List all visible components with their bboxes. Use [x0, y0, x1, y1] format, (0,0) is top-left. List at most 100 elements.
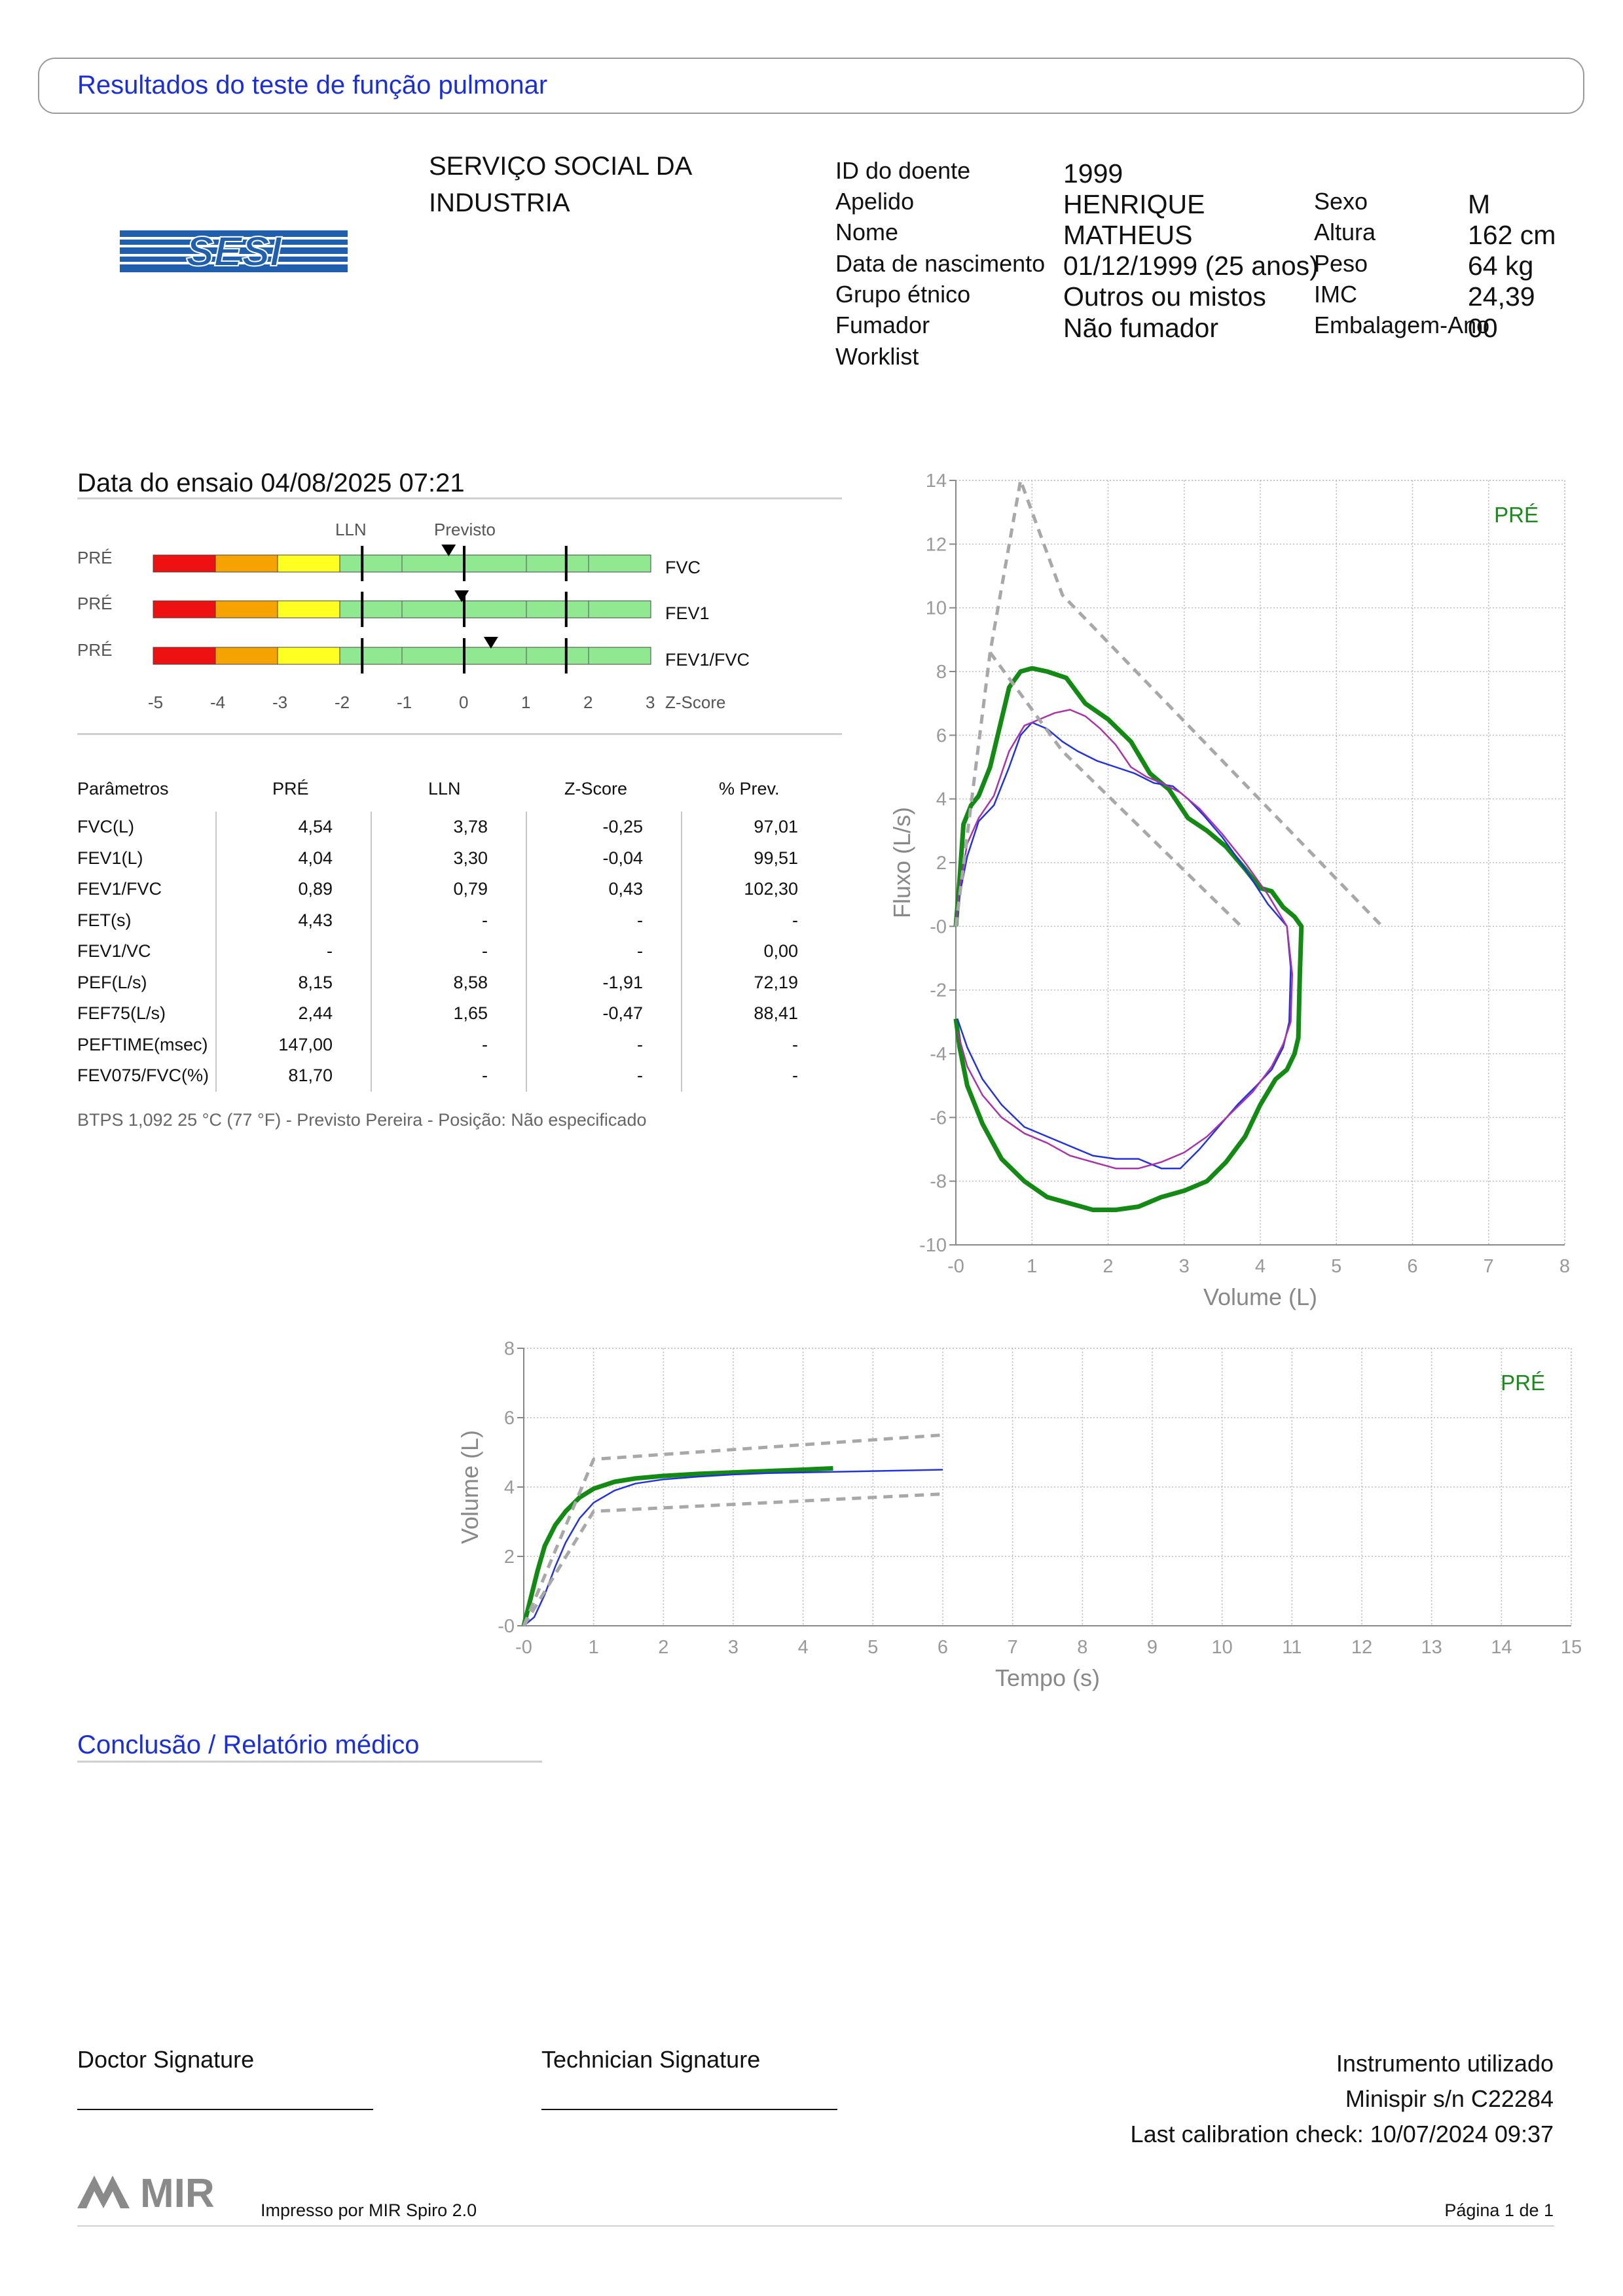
param-value: 1,65: [453, 1003, 488, 1023]
conclusion-text-area[interactable]: [77, 1774, 1583, 2029]
column-divider: [215, 812, 217, 1092]
param-value: 3,30: [453, 848, 488, 868]
zscore-segment: [215, 600, 278, 619]
zscore-tick: 2: [583, 692, 593, 712]
y-tick-label: -8: [930, 1172, 947, 1193]
x-tick-label: 3: [1179, 1256, 1190, 1277]
param-value: -: [482, 910, 488, 930]
label-dob: Data de nascimento: [835, 250, 1046, 277]
value-height: 162 cm: [1468, 220, 1556, 250]
param-value: -: [637, 1066, 643, 1085]
col-header: % Prev.: [719, 779, 780, 798]
instrument-label: Instrumento utilizado: [1336, 2050, 1554, 2077]
label-bmi: IMC: [1314, 281, 1357, 308]
param-value: 88,41: [754, 1003, 798, 1023]
col-header: Parâmetros: [77, 779, 169, 798]
value-surname: HENRIQUE: [1063, 189, 1205, 219]
zscore-segment: [277, 647, 340, 665]
param-value: 99,51: [754, 848, 798, 868]
zscore-marker: [483, 637, 498, 649]
zscore-segment: [277, 554, 340, 573]
param-value: -: [327, 941, 333, 961]
label-name: Nome: [835, 219, 899, 245]
x-tick-label: 2: [658, 1637, 668, 1658]
param-value: 4,43: [298, 910, 333, 930]
x-tick-label: 11: [1282, 1637, 1302, 1658]
zscore-tick: -5: [148, 692, 164, 712]
param-value: -: [792, 1034, 798, 1054]
col-header: PRÉ: [272, 779, 309, 798]
param-value: 81,70: [288, 1066, 333, 1085]
x-tick-label: 6: [1407, 1256, 1417, 1277]
series-line-main: [953, 666, 1304, 1212]
zscore-segment: [215, 647, 278, 665]
y-tick-label: 8: [504, 1338, 515, 1359]
x-tick-label: 6: [938, 1637, 948, 1658]
value-ethnic: Outros ou mistos: [1063, 281, 1266, 312]
x-tick-label: 1: [1027, 1256, 1037, 1277]
phase-label: PRÉ: [77, 594, 113, 613]
label-smoker: Fumador: [835, 312, 930, 338]
label-ethnic: Grupo étnico: [835, 281, 971, 308]
y-tick-label: 8: [936, 662, 947, 683]
value-bmi: 24,39: [1468, 281, 1535, 312]
param-name: FEV075/FVC(%): [77, 1066, 210, 1085]
zscore-tick: -2: [335, 692, 350, 712]
x-tick-label: 7: [1008, 1637, 1018, 1658]
x-tick-label: 13: [1421, 1637, 1442, 1658]
y-tick-label: 2: [936, 853, 947, 874]
phase-label: PRÉ: [77, 640, 113, 660]
zscore-segment: [153, 554, 216, 573]
zscore-tick: 1: [521, 692, 531, 712]
col-header: LLN: [428, 779, 461, 798]
y-tick-label: -0: [930, 916, 947, 937]
report-title: Resultados do teste de função pulmonar: [77, 71, 548, 99]
logo-text: SESI: [186, 230, 282, 272]
param-value: -1,91: [602, 972, 643, 992]
conclusion-title: Conclusão / Relatório médico: [77, 1731, 420, 1759]
param-name: FEV1/VC: [77, 941, 151, 961]
x-tick-label: 8: [1077, 1637, 1087, 1658]
technician-signature-line: [541, 2109, 837, 2110]
param-value: -: [482, 1066, 488, 1085]
column-divider: [526, 812, 527, 1092]
y-tick-label: -6: [930, 1107, 947, 1128]
test-date: Data do ensaio 04/08/2025 07:21: [77, 469, 465, 497]
param-value: 0,89: [298, 879, 333, 899]
x-tick-label: 10: [1212, 1637, 1233, 1658]
param-value: -: [792, 1066, 798, 1085]
param-value: -: [792, 910, 798, 930]
zscore-axis-label: Z-Score: [665, 692, 726, 712]
report-header: Resultados do teste de função pulmonar: [38, 58, 1584, 114]
param-value: 4,54: [298, 817, 333, 836]
param-name: FEV1(L): [77, 848, 143, 868]
param-value: 8,15: [298, 972, 333, 992]
y-tick-label: 2: [504, 1547, 515, 1568]
flow-volume-chart: -0 1 2 3 4 5 6 7 81412108642-0-2-4-6-8-10Volume …: [888, 471, 1570, 1310]
zscore-marker: [454, 590, 469, 602]
footer-divider: [77, 2225, 1554, 2227]
label-packyears: Embalagem-Ano: [1314, 312, 1490, 338]
x-tick-label: 7: [1484, 1256, 1494, 1277]
value-packyears: 00: [1468, 313, 1498, 343]
param-value: 97,01: [754, 817, 798, 836]
param-name: FEF75(L/s): [77, 1003, 166, 1023]
param-name: PEFTIME(msec): [77, 1034, 208, 1054]
zscore-tick: 3: [646, 692, 655, 712]
x-tick-label: 2: [1103, 1256, 1113, 1277]
param-value: -: [637, 1034, 643, 1054]
series-line-main: [521, 1465, 833, 1626]
param-value: 4,04: [298, 848, 333, 868]
x-tick-label: -0: [515, 1637, 532, 1658]
y-tick-label: -10: [919, 1235, 947, 1256]
value-sex: M: [1468, 189, 1491, 219]
y-axis-label: Fluxo (L/s): [888, 807, 915, 918]
zscore-segment: [339, 647, 651, 665]
bar-name: FEV1/FVC: [665, 650, 750, 670]
param-value: 8,58: [453, 972, 488, 992]
param-value: 3,78: [453, 817, 488, 836]
divider: [77, 733, 842, 735]
param-name: FEV1/FVC: [77, 879, 162, 899]
zscore-segment: [277, 600, 340, 619]
